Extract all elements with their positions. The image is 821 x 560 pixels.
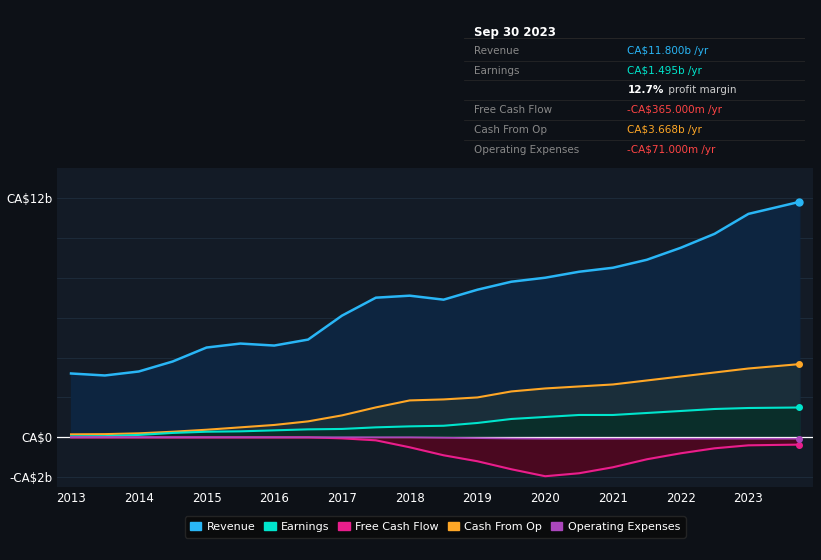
Text: Free Cash Flow: Free Cash Flow — [474, 105, 553, 115]
Text: CA$1.495b /yr: CA$1.495b /yr — [627, 66, 702, 76]
Text: -CA$365.000m /yr: -CA$365.000m /yr — [627, 105, 722, 115]
Text: Revenue: Revenue — [474, 46, 519, 56]
Text: Operating Expenses: Operating Expenses — [474, 144, 580, 155]
Legend: Revenue, Earnings, Free Cash Flow, Cash From Op, Operating Expenses: Revenue, Earnings, Free Cash Flow, Cash … — [185, 516, 686, 538]
Text: Sep 30 2023: Sep 30 2023 — [474, 26, 556, 39]
Text: profit margin: profit margin — [665, 85, 736, 95]
Text: CA$11.800b /yr: CA$11.800b /yr — [627, 46, 709, 56]
Text: 12.7%: 12.7% — [627, 85, 664, 95]
Text: Cash From Op: Cash From Op — [474, 125, 547, 135]
Text: Earnings: Earnings — [474, 66, 520, 76]
Text: CA$3.668b /yr: CA$3.668b /yr — [627, 125, 702, 135]
Text: -CA$71.000m /yr: -CA$71.000m /yr — [627, 144, 716, 155]
